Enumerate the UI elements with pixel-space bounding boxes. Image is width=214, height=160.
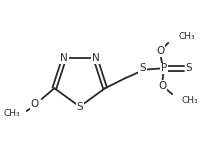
Text: O: O [156,46,165,56]
Text: CH₃: CH₃ [181,96,198,105]
Text: S: S [139,64,146,73]
Text: O: O [31,99,39,109]
Text: CH₃: CH₃ [178,32,195,41]
Text: S: S [186,64,192,73]
Text: CH₃: CH₃ [3,109,20,118]
Text: S: S [76,102,83,112]
Text: O: O [158,81,166,91]
Text: N: N [60,53,68,63]
Text: P: P [161,64,167,73]
Text: N: N [92,53,99,63]
